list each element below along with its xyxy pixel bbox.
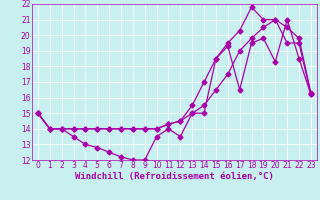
X-axis label: Windchill (Refroidissement éolien,°C): Windchill (Refroidissement éolien,°C) [75,172,274,181]
